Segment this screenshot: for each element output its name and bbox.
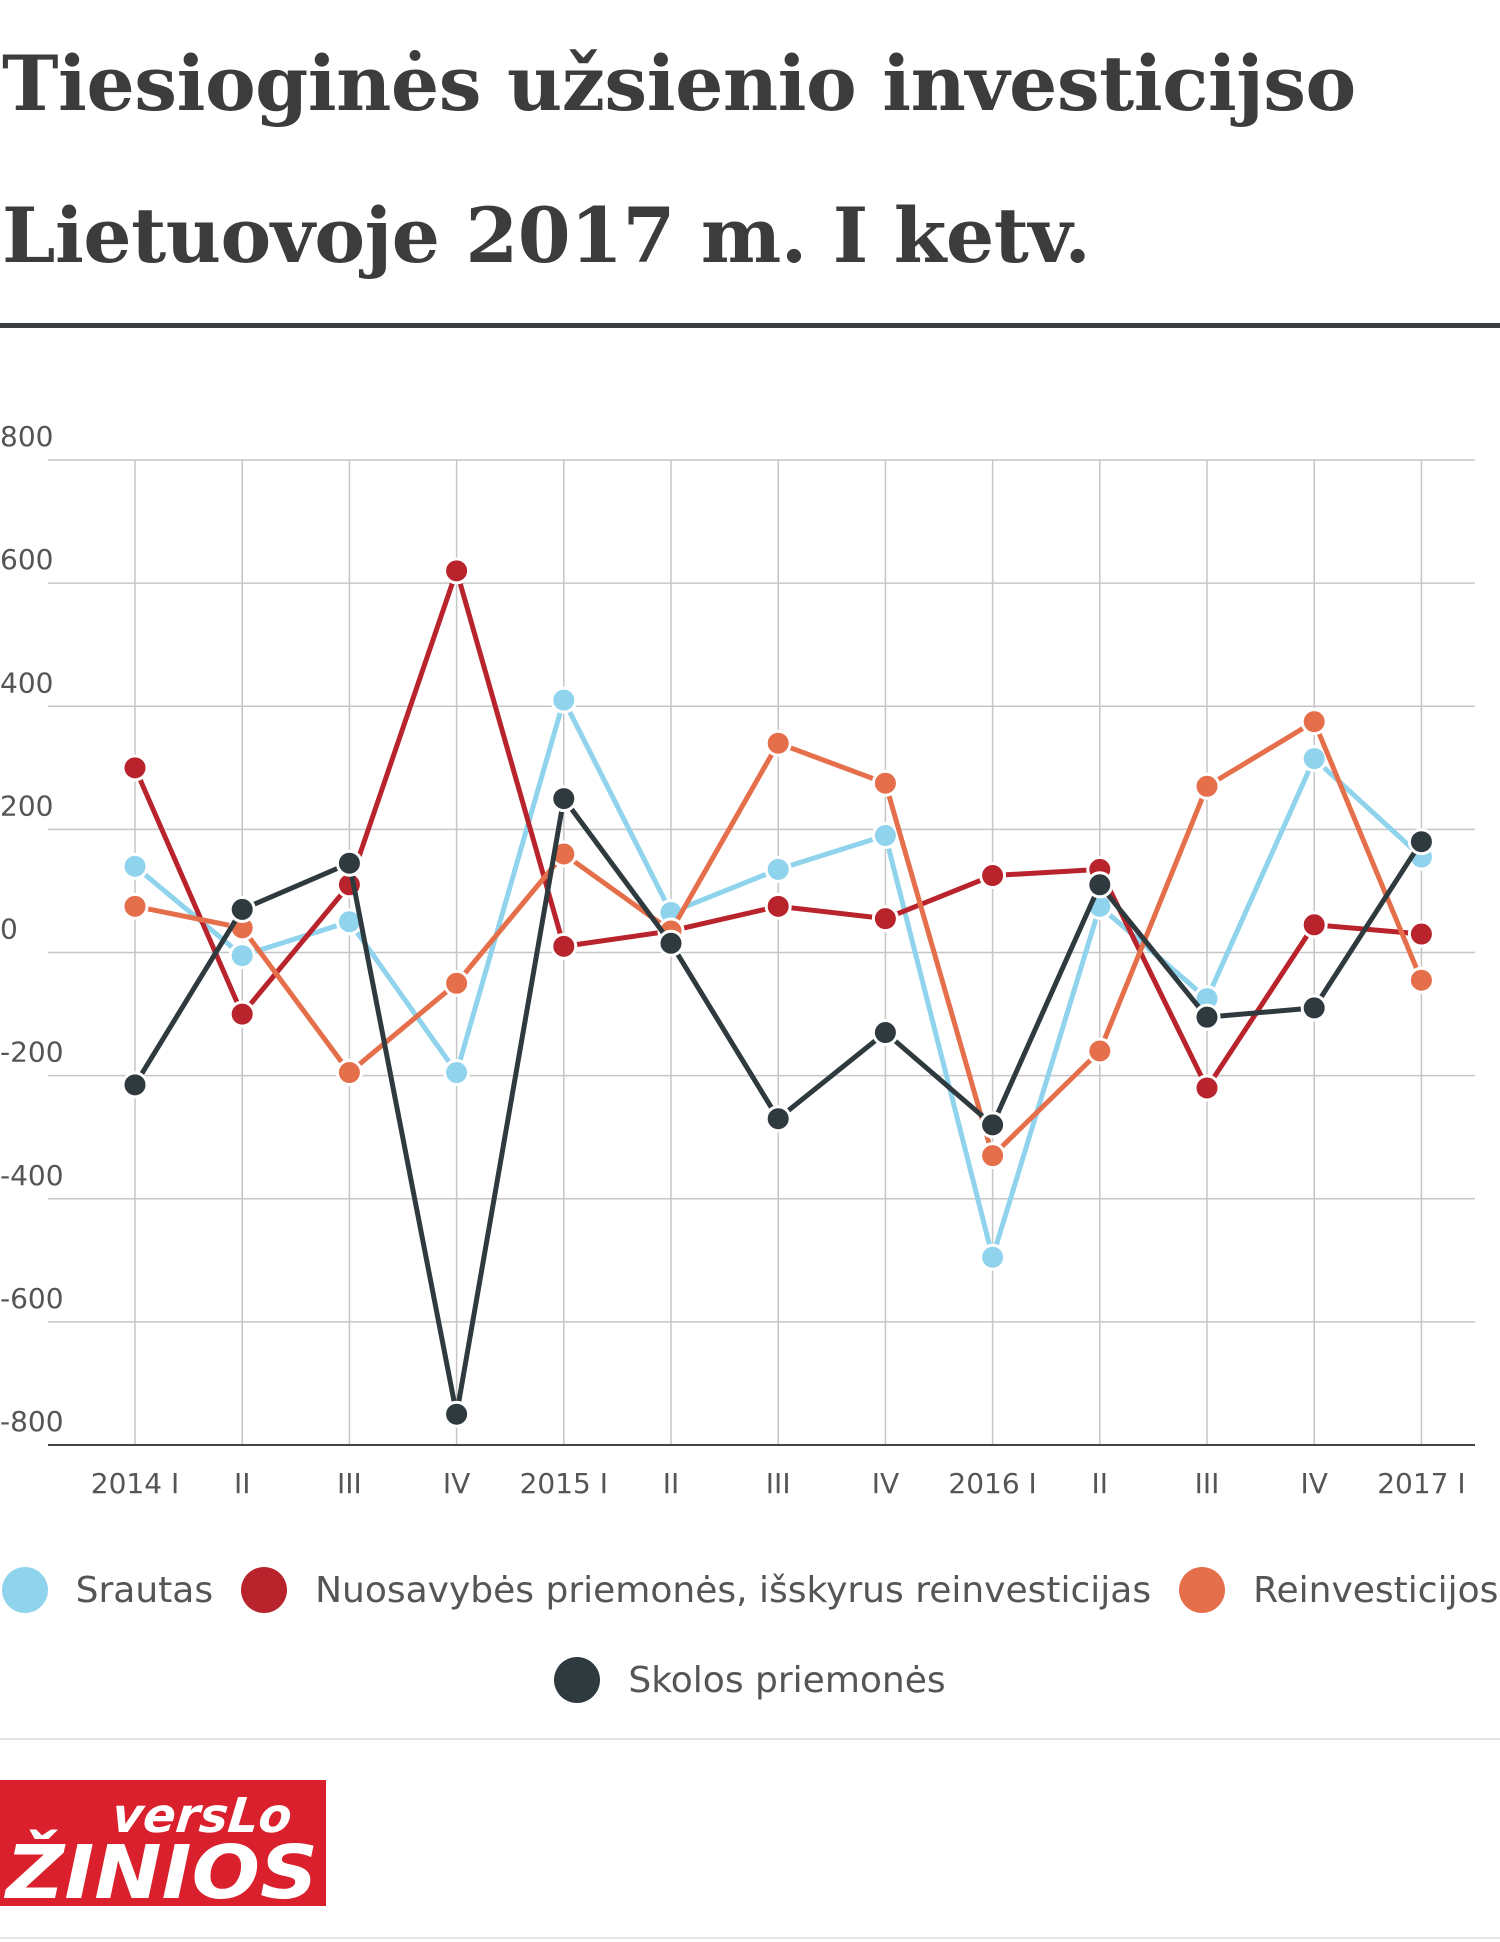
legend-item-nuosavybes[interactable]: Nuosavybės priemonės, išskyrus reinvesti… — [241, 1567, 1151, 1613]
legend-dot-srautas — [1, 1567, 48, 1613]
data-point[interactable] — [871, 822, 899, 850]
data-point[interactable] — [228, 895, 256, 923]
legend: Srautas Nuosavybės priemonės, išskyrus r… — [0, 1555, 1500, 1725]
legend-dot-nuosavybes — [241, 1567, 288, 1613]
x-tick-label: IV — [1300, 1467, 1327, 1500]
x-tick-label: III — [337, 1467, 362, 1500]
data-point[interactable] — [979, 1142, 1007, 1170]
x-tick-label: 2015 I — [520, 1467, 608, 1500]
data-point[interactable] — [550, 932, 578, 960]
data-point[interactable] — [1407, 966, 1435, 994]
data-point[interactable] — [871, 905, 899, 933]
legend-divider — [0, 1738, 1500, 1740]
legend-dot-skolos — [554, 1657, 601, 1703]
data-point[interactable] — [1300, 708, 1328, 736]
data-point[interactable] — [1086, 1037, 1114, 1065]
x-tick-label: IV — [872, 1467, 899, 1500]
legend-item-reinvesticijos[interactable]: Reinvesticijos — [1179, 1567, 1498, 1613]
data-point[interactable] — [121, 1071, 149, 1099]
x-tick-label: 2016 I — [948, 1467, 1036, 1500]
data-point[interactable] — [1407, 828, 1435, 856]
x-axis-ticks: 2014 I II III IV 2015 I II III IV 2016 I II III IV 2… — [91, 1467, 1466, 1500]
data-point[interactable] — [764, 855, 792, 883]
data-point[interactable] — [121, 892, 149, 920]
data-point[interactable] — [1193, 1074, 1221, 1102]
data-point[interactable] — [443, 1059, 471, 1087]
y-tick-label: 0 — [0, 913, 18, 946]
data-point[interactable] — [550, 785, 578, 813]
data-point[interactable] — [335, 849, 363, 877]
legend-item-skolos[interactable]: Skolos priemonės — [554, 1657, 946, 1703]
y-tick-label: -400 — [0, 1159, 64, 1192]
data-point[interactable] — [764, 729, 792, 757]
data-point[interactable] — [979, 1111, 1007, 1139]
series-0 — [121, 686, 1435, 1271]
data-point[interactable] — [1407, 920, 1435, 948]
y-tick-label: 600 — [0, 543, 53, 576]
versloziniOS-logo: versLo ŽINIOS — [0, 1780, 326, 1906]
y-tick-label: 200 — [0, 789, 53, 822]
data-point[interactable] — [1086, 871, 1114, 899]
data-point[interactable] — [228, 1000, 256, 1028]
legend-row-2: Skolos priemonės — [0, 1657, 1500, 1703]
y-axis-ticks: 800 600 400 200 0 -200 -400 -600 -800 — [0, 420, 64, 1438]
data-point[interactable] — [871, 1019, 899, 1047]
data-point[interactable] — [1193, 772, 1221, 800]
data-point[interactable] — [979, 862, 1007, 890]
y-tick-label: -200 — [0, 1036, 64, 1069]
x-tick-label: III — [1195, 1467, 1220, 1500]
x-tick-label: II — [1092, 1467, 1109, 1500]
legend-label-skolos: Skolos priemonės — [628, 1659, 946, 1701]
data-point[interactable] — [979, 1243, 1007, 1271]
svg-text:versLo: versLo — [109, 1788, 294, 1844]
legend-dot-reinvesticijos — [1179, 1567, 1226, 1613]
data-point[interactable] — [1300, 994, 1328, 1022]
y-tick-label: 800 — [0, 420, 53, 453]
x-tick-label: III — [766, 1467, 791, 1500]
data-point[interactable] — [443, 557, 471, 585]
data-point[interactable] — [871, 769, 899, 797]
series-3 — [121, 785, 1435, 1428]
legend-row-1: Srautas Nuosavybės priemonės, išskyrus r… — [0, 1567, 1500, 1613]
data-point[interactable] — [335, 1059, 363, 1087]
x-tick-label: IV — [443, 1467, 470, 1500]
data-point[interactable] — [764, 1105, 792, 1133]
title-divider — [0, 323, 1500, 328]
y-tick-label: -600 — [0, 1282, 64, 1315]
data-point[interactable] — [121, 852, 149, 880]
data-point[interactable] — [443, 1400, 471, 1428]
svg-text:ŽINIOS: ŽINIOS — [4, 1828, 318, 1906]
x-tick-label: II — [663, 1467, 680, 1500]
x-tick-label: 2017 I — [1377, 1467, 1465, 1500]
y-tick-label: -800 — [0, 1405, 64, 1438]
y-tick-label: 400 — [0, 666, 53, 699]
footer-divider — [0, 1937, 1500, 1939]
data-point[interactable] — [121, 754, 149, 782]
legend-label-srautas: Srautas — [75, 1569, 214, 1611]
chart-title: Tiesioginės užsienio investicijso Lietuo… — [2, 39, 1356, 280]
series-1 — [121, 557, 1435, 1102]
data-point[interactable] — [764, 892, 792, 920]
series-group — [121, 557, 1435, 1428]
data-point[interactable] — [1300, 745, 1328, 773]
legend-label-nuosavybes: Nuosavybės priemonės, išskyrus reinvesti… — [315, 1569, 1152, 1611]
logo-graphic: versLo ŽINIOS — [4, 1788, 318, 1906]
x-tick-label: 2014 I — [91, 1467, 179, 1500]
legend-item-srautas[interactable]: Srautas — [1, 1567, 214, 1613]
data-point[interactable] — [443, 969, 471, 997]
data-point[interactable] — [1300, 911, 1328, 939]
data-point[interactable] — [228, 942, 256, 970]
data-point[interactable] — [1193, 1003, 1221, 1031]
data-point[interactable] — [657, 929, 685, 957]
legend-label-reinvesticijos: Reinvesticijos — [1253, 1569, 1499, 1611]
data-point[interactable] — [550, 686, 578, 714]
x-tick-label: II — [234, 1467, 251, 1500]
